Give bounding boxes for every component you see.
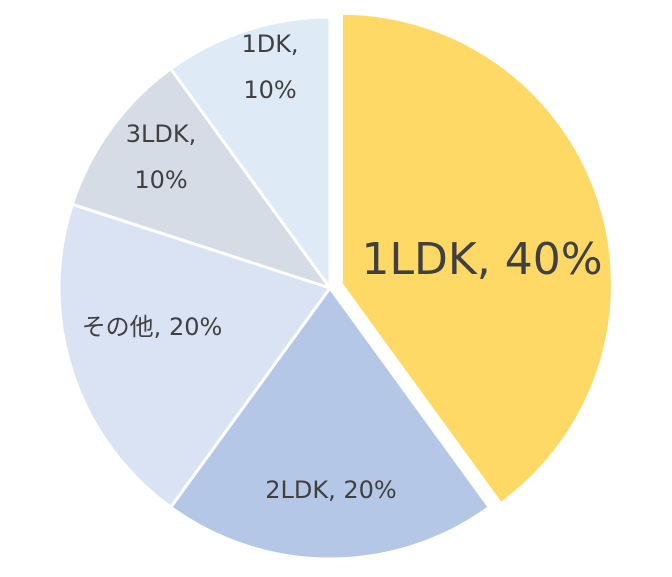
pie-data-label-line: 3LDK, bbox=[126, 120, 197, 148]
pie-data-label-4: 3LDK, 10% bbox=[126, 120, 197, 194]
pie-slice-1 bbox=[339, 11, 614, 506]
pie-slice-2 bbox=[168, 285, 492, 561]
pie-slice-5 bbox=[168, 15, 332, 293]
pie-slice-4 bbox=[70, 66, 334, 291]
pie-data-label-3: その他, 20% bbox=[82, 313, 223, 341]
pie-data-label-line: 10% bbox=[243, 76, 296, 104]
pie-data-label-line: 10% bbox=[134, 166, 187, 194]
pie-data-label-5: 1DK, 10% bbox=[241, 30, 298, 104]
pie-data-label-1: 1LDK, 40% bbox=[361, 234, 602, 285]
pie-data-label-line: 2LDK, 20% bbox=[265, 476, 396, 504]
pie-data-label-2: 2LDK, 20% bbox=[265, 476, 396, 504]
pie-data-label-line: 1LDK, 40% bbox=[361, 234, 602, 285]
pie-data-label-line: 1DK, bbox=[241, 30, 298, 58]
pie-data-label-line: その他, 20% bbox=[82, 313, 223, 341]
pie-slice-3 bbox=[57, 202, 333, 510]
